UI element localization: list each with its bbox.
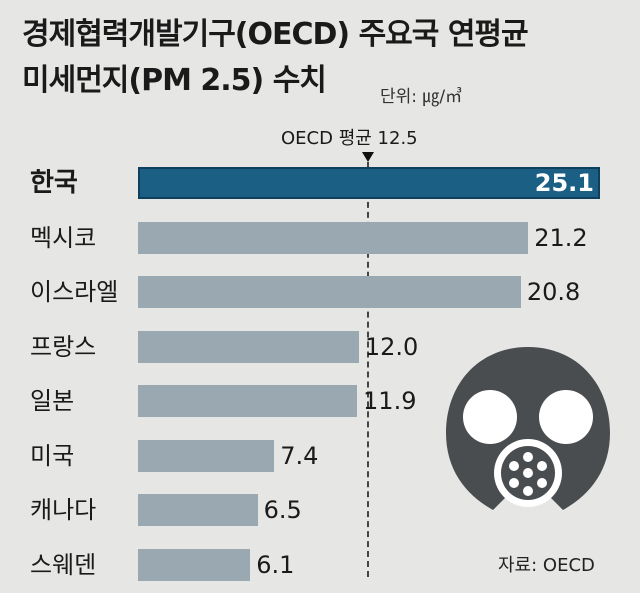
title-line-1: 경제협력개발기구(OECD) 주요국 연평균 bbox=[22, 17, 529, 52]
value-label: 20.8 bbox=[526, 278, 581, 306]
average-reference-line bbox=[367, 162, 370, 577]
average-label: OECD 평균 12.5 bbox=[281, 124, 418, 150]
value-label: 6.1 bbox=[256, 550, 295, 579]
average-arrow-icon bbox=[362, 152, 375, 162]
bar bbox=[138, 439, 275, 472]
category-label: 일본 bbox=[30, 387, 75, 415]
bar bbox=[138, 548, 251, 581]
category-label: 한국 bbox=[30, 168, 78, 198]
bar bbox=[138, 276, 521, 308]
bar bbox=[138, 221, 529, 254]
value-label: 11.9 bbox=[363, 387, 417, 415]
average-label-text: OECD 평균 bbox=[281, 128, 372, 149]
gas-mask-icon bbox=[446, 347, 610, 510]
category-label: 미국 bbox=[30, 441, 75, 470]
source-label: 자료: OECD bbox=[498, 555, 595, 576]
category-label: 프랑스 bbox=[30, 332, 97, 361]
average-label-value: 12.5 bbox=[377, 128, 418, 149]
value-label: 21.2 bbox=[534, 223, 588, 252]
category-label: 멕시코 bbox=[30, 223, 97, 252]
bar bbox=[138, 494, 258, 526]
bar bbox=[138, 330, 359, 363]
title-line-2: 미세먼지(PM 2.5) 수치 bbox=[22, 63, 327, 98]
category-label: 스웨덴 bbox=[30, 550, 97, 579]
value-label: 25.1 bbox=[534, 169, 594, 197]
bar bbox=[138, 167, 600, 199]
category-label: 캐나다 bbox=[30, 496, 97, 524]
value-label: 12.0 bbox=[364, 332, 419, 361]
chart-title: 경제협력개발기구(OECD) 주요국 연평균 미세먼지(PM 2.5) 수치 bbox=[22, 12, 529, 104]
value-label: 7.4 bbox=[280, 441, 319, 470]
category-label: 이스라엘 bbox=[30, 278, 119, 306]
unit-label: 단위: ㎍/㎥ bbox=[380, 87, 463, 107]
value-label: 6.5 bbox=[263, 496, 302, 524]
bar bbox=[138, 385, 358, 417]
